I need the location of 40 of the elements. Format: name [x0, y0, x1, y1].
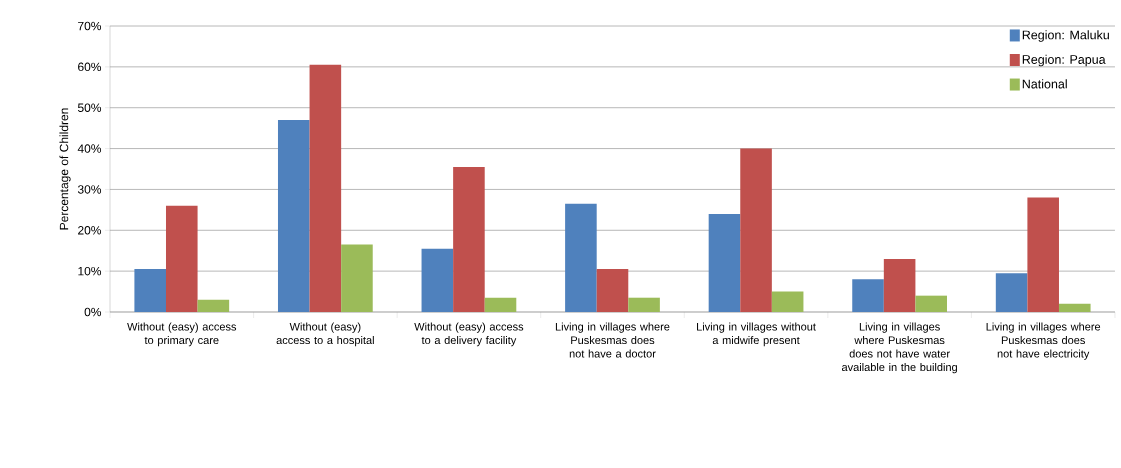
bar — [883, 258, 916, 312]
x-tick-label: Living in villages without a midwife present — [697, 322, 816, 347]
bar — [995, 273, 1028, 312]
x-tick-label: Without (easy) access to a delivery facility — [414, 322, 524, 347]
y-tick-label: 40% — [77, 144, 102, 153]
bar — [453, 166, 485, 312]
y-tick-label: 30% — [77, 185, 102, 194]
bar — [596, 269, 629, 312]
y-tick-label: 50% — [77, 103, 102, 112]
bar — [197, 299, 230, 312]
bar — [708, 213, 741, 312]
x-tick-label: Living in villages where Puskesmas does not have a doctor — [555, 322, 670, 358]
bar — [1027, 197, 1059, 312]
bar — [484, 297, 517, 312]
x-tick-label: Living in villages where Puskesmas does not have water available in the building — [841, 322, 957, 374]
legend-label: Region: Papua — [1022, 54, 1106, 67]
bar — [740, 148, 772, 312]
bar — [565, 203, 597, 312]
bar — [277, 119, 310, 312]
bar — [341, 244, 373, 312]
x-tick-label: Without (easy) access to primary care — [127, 322, 237, 347]
bar — [852, 279, 884, 312]
bar — [628, 297, 660, 312]
bar — [915, 295, 947, 312]
x-tick-label: Living in villages where Puskesmas does not have electricity — [986, 322, 1101, 360]
x-tick-label: Without (easy) access to a hospital — [276, 322, 374, 347]
y-tick-label: 10% — [78, 266, 102, 276]
bar — [1058, 303, 1091, 312]
y-tick-label: 0% — [84, 307, 102, 317]
bar — [309, 64, 342, 312]
bar — [421, 248, 454, 312]
y-tick-label: 60% — [78, 62, 102, 72]
y-tick-label: 20% — [78, 226, 102, 235]
legend-label: National — [1022, 79, 1067, 89]
y-tick-label: 70% — [78, 21, 102, 31]
bar — [134, 269, 166, 312]
legend-label: Region: Maluku — [1022, 30, 1109, 42]
bar — [165, 205, 198, 312]
y-axis-title: Percentage of Children — [59, 108, 71, 230]
bar — [771, 291, 804, 312]
